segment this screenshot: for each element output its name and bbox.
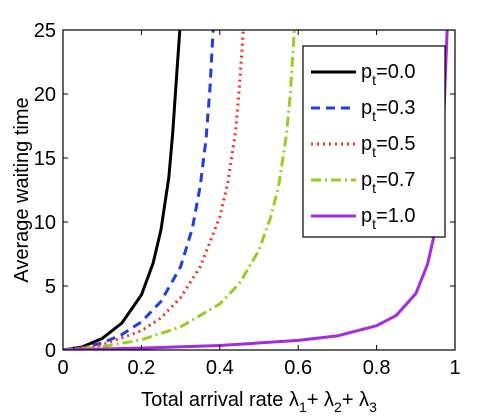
- series-line-0: [63, 30, 182, 350]
- y-tick-label-5: 25: [34, 20, 56, 42]
- y-tick-label-1: 5: [45, 276, 56, 298]
- x-tick-label-0: 0: [57, 357, 68, 379]
- x-tick-label-1: 0.2: [127, 357, 155, 379]
- legend: pt=0.0 pt=0.3 pt=0.5 pt=0.7 pt=1.0: [302, 45, 446, 238]
- x-tick-label-2: 0.4: [206, 357, 234, 379]
- legend-label-0: pt=0.0: [361, 61, 416, 88]
- x-tick-label-4: 0.8: [363, 357, 391, 379]
- legend-box: [302, 45, 446, 238]
- x-tick-label-3: 0.6: [284, 357, 312, 379]
- x-tick-label-5: 1: [449, 357, 460, 379]
- y-tick-label-3: 15: [34, 148, 56, 170]
- legend-label-2: pt=0.5: [361, 133, 416, 160]
- legend-label-3: pt=0.7: [361, 169, 416, 196]
- y-tick-label-4: 20: [34, 84, 56, 106]
- legend-label-4: pt=1.0: [361, 205, 416, 232]
- y-tick-label-2: 10: [34, 212, 56, 234]
- series-line-2: [63, 30, 245, 350]
- y-tick-label-0: 0: [45, 340, 56, 362]
- legend-label-1: pt=0.3: [361, 97, 416, 124]
- axes-frame: [62, 29, 456, 351]
- x-axis-title: Total arrival rate λ1+ λ2+ λ3: [141, 389, 377, 415]
- y-axis-title: Average waiting time: [11, 97, 33, 282]
